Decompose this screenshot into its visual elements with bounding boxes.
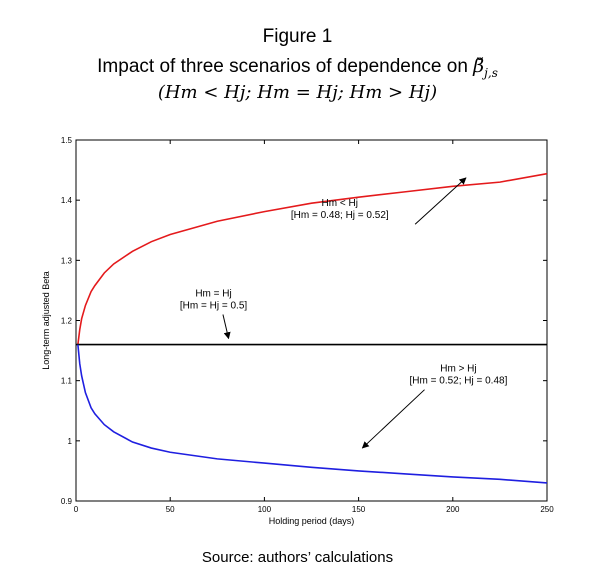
beta-symbol: β̆j,s: [473, 55, 498, 80]
x-tick-label: 100: [258, 505, 272, 514]
annotation-arrow: [222, 314, 231, 340]
y-tick-label: 0.9: [61, 497, 73, 506]
subtitle-text: Impact of three scenarios of dependence …: [97, 56, 474, 77]
figure-title: Figure 1: [262, 26, 333, 47]
annotation-text: [Hm = Hj = 0.5]: [180, 300, 247, 311]
x-tick-label: 0: [74, 505, 79, 514]
y-tick-label: 1.1: [61, 377, 73, 386]
annotations-group: Hm < Hj[Hm = 0.48; Hj = 0.52]Hm = Hj[Hm …: [180, 177, 508, 449]
annotation-text: Hm > Hj: [440, 364, 476, 375]
x-tick-label: 250: [540, 505, 554, 514]
annotation-text: Hm < Hj: [322, 198, 358, 209]
series-line-0: [77, 172, 548, 345]
annotation-text: Hm = Hj: [195, 288, 231, 299]
y-tick-label: 1.4: [61, 196, 73, 205]
x-tick-label: 200: [446, 505, 460, 514]
series-line-2: [77, 344, 548, 484]
figure-subtitle: Impact of three scenarios of dependence …: [0, 55, 595, 80]
annotation-text: [Hm = 0.52; Hj = 0.48]: [410, 376, 508, 387]
scenarios-line: (Hm < Hj; Hm = Hj; Hm > Hj): [157, 82, 438, 103]
annotation-text: [Hm = 0.48; Hj = 0.52]: [291, 210, 389, 221]
y-axis-label: Long-term adjusted Beta: [41, 271, 51, 370]
annotation-arrow: [414, 177, 467, 225]
y-tick-label: 1.2: [61, 317, 73, 326]
axis-ticks: 0 50 100 150 200 250 0.9 1 1.1 1.2 1.3 1.4 1.5: [61, 136, 554, 514]
x-tick-label: 150: [352, 505, 366, 514]
series-group: [76, 172, 548, 484]
y-tick-label: 1: [68, 437, 73, 446]
y-tick-label: 1.5: [61, 136, 73, 145]
x-axis-label: Holding period (days): [269, 516, 355, 526]
annotation-arrow: [361, 389, 425, 449]
y-tick-label: 1.3: [61, 256, 73, 265]
figure-source: Source: authors’ calculations: [201, 549, 394, 566]
x-tick-label: 50: [166, 505, 175, 514]
